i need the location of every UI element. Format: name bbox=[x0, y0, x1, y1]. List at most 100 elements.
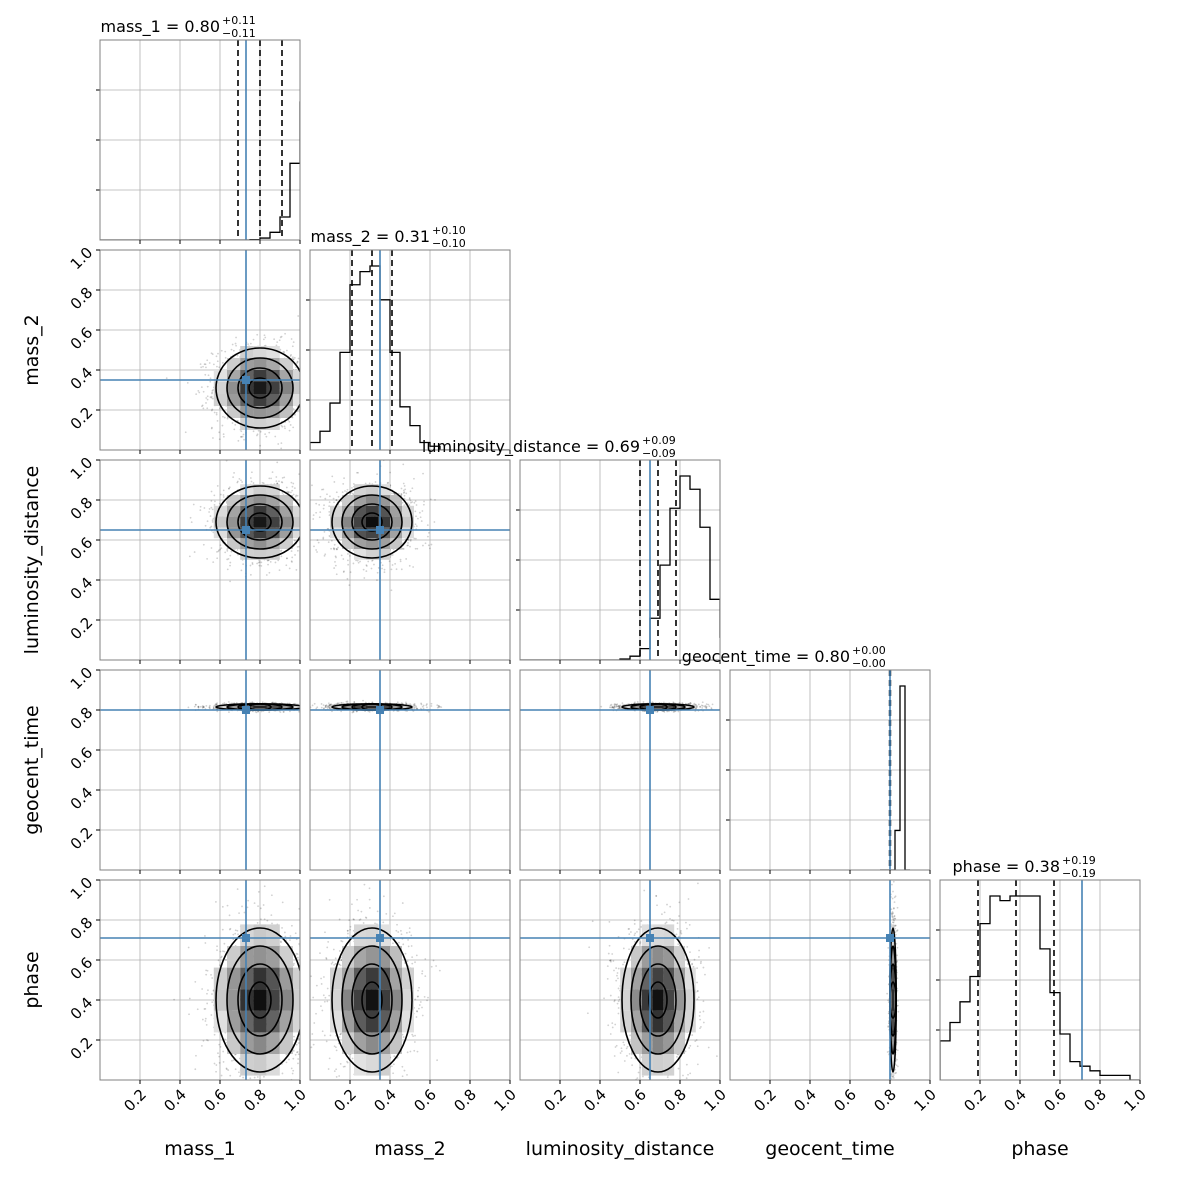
sample-point bbox=[301, 372, 303, 374]
sample-point bbox=[303, 493, 305, 495]
sample-point bbox=[434, 499, 436, 501]
title-minus-luminosity_distance: −0.09 bbox=[642, 447, 676, 460]
sample-point bbox=[203, 544, 205, 546]
sample-point bbox=[266, 574, 268, 576]
y-tick-label: 0.6 bbox=[67, 324, 97, 354]
sample-point bbox=[270, 478, 272, 480]
sample-point bbox=[311, 484, 313, 486]
sample-point bbox=[375, 481, 377, 483]
sample-point bbox=[323, 508, 325, 510]
sample-point bbox=[306, 511, 308, 513]
sample-point bbox=[203, 391, 205, 393]
sample-point bbox=[409, 565, 411, 567]
sample-point bbox=[210, 515, 212, 517]
panel-frame bbox=[310, 460, 510, 660]
sample-point bbox=[193, 504, 195, 506]
sample-point bbox=[341, 554, 343, 556]
sample-point bbox=[301, 431, 303, 433]
sample-point bbox=[365, 483, 367, 485]
sample-point bbox=[187, 706, 189, 708]
sample-point bbox=[303, 505, 305, 507]
sample-point bbox=[403, 483, 405, 485]
sample-point bbox=[240, 430, 242, 432]
sample-point bbox=[218, 431, 220, 433]
sample-point bbox=[419, 512, 421, 514]
sample-point bbox=[405, 558, 407, 560]
sample-point bbox=[305, 391, 307, 393]
sample-point bbox=[307, 528, 309, 530]
sample-point bbox=[216, 414, 218, 416]
sample-point bbox=[277, 443, 279, 445]
sample-point bbox=[205, 402, 207, 404]
sample-point bbox=[222, 416, 224, 418]
sample-point bbox=[264, 334, 266, 336]
sample-point bbox=[409, 497, 411, 499]
y-tick-label: 0.8 bbox=[67, 494, 97, 524]
sample-point bbox=[402, 464, 404, 466]
title-mass_2: mass_2 = 0.31 bbox=[311, 227, 430, 247]
sample-point bbox=[311, 381, 313, 383]
sample-point bbox=[376, 473, 378, 475]
sample-point bbox=[237, 355, 239, 357]
sample-point bbox=[404, 485, 406, 487]
panel-content bbox=[520, 460, 750, 660]
sample-point bbox=[321, 525, 323, 527]
sample-point bbox=[240, 569, 242, 571]
sample-point bbox=[208, 374, 210, 376]
sample-point bbox=[166, 377, 168, 379]
sample-point bbox=[292, 486, 294, 488]
sample-point bbox=[220, 494, 222, 496]
sample-point bbox=[291, 550, 293, 552]
sample-point bbox=[267, 564, 269, 566]
sample-point bbox=[334, 561, 336, 563]
sample-point bbox=[305, 532, 307, 534]
sample-point bbox=[240, 479, 242, 481]
sample-point bbox=[333, 378, 335, 380]
title-plus-mass_2: +0.10 bbox=[432, 224, 466, 237]
sample-point bbox=[212, 398, 214, 400]
density-cell bbox=[253, 517, 266, 528]
sample-point bbox=[301, 705, 303, 707]
sample-point bbox=[233, 472, 235, 474]
sample-point bbox=[431, 544, 433, 546]
sample-point bbox=[311, 387, 313, 389]
sample-point bbox=[322, 537, 324, 539]
sample-point bbox=[335, 557, 337, 559]
sample-point bbox=[228, 558, 230, 560]
y-axis-label-mass_2: mass_2 bbox=[21, 314, 43, 386]
sample-point bbox=[291, 482, 293, 484]
sample-point bbox=[229, 562, 231, 564]
sample-point bbox=[211, 393, 213, 395]
sample-point bbox=[400, 493, 402, 495]
sample-point bbox=[223, 494, 225, 496]
sample-point bbox=[422, 473, 424, 475]
sample-point bbox=[212, 521, 214, 523]
sample-point bbox=[232, 422, 234, 424]
sample-point bbox=[376, 579, 378, 581]
sample-point bbox=[411, 487, 413, 489]
sample-point bbox=[430, 499, 432, 501]
density-cell bbox=[253, 506, 266, 517]
sample-point bbox=[272, 471, 274, 473]
density-cell bbox=[366, 506, 378, 517]
sample-point bbox=[363, 569, 365, 571]
sample-point bbox=[201, 386, 203, 388]
sample-point bbox=[304, 372, 306, 374]
sample-point bbox=[279, 569, 281, 571]
sample-point bbox=[281, 425, 283, 427]
sample-point bbox=[336, 499, 338, 501]
sample-point bbox=[303, 705, 305, 707]
sample-point bbox=[389, 560, 391, 562]
sample-point bbox=[304, 400, 306, 402]
sample-point bbox=[289, 430, 291, 432]
sample-point bbox=[421, 510, 423, 512]
sample-point bbox=[344, 490, 346, 492]
sample-point bbox=[331, 540, 333, 542]
sample-point bbox=[413, 478, 415, 480]
sample-point bbox=[349, 555, 351, 557]
sample-point bbox=[330, 548, 332, 550]
sample-point bbox=[410, 502, 412, 504]
y-tick-label: 0.4 bbox=[67, 364, 97, 394]
sample-point bbox=[409, 546, 411, 548]
sample-point bbox=[217, 485, 219, 487]
